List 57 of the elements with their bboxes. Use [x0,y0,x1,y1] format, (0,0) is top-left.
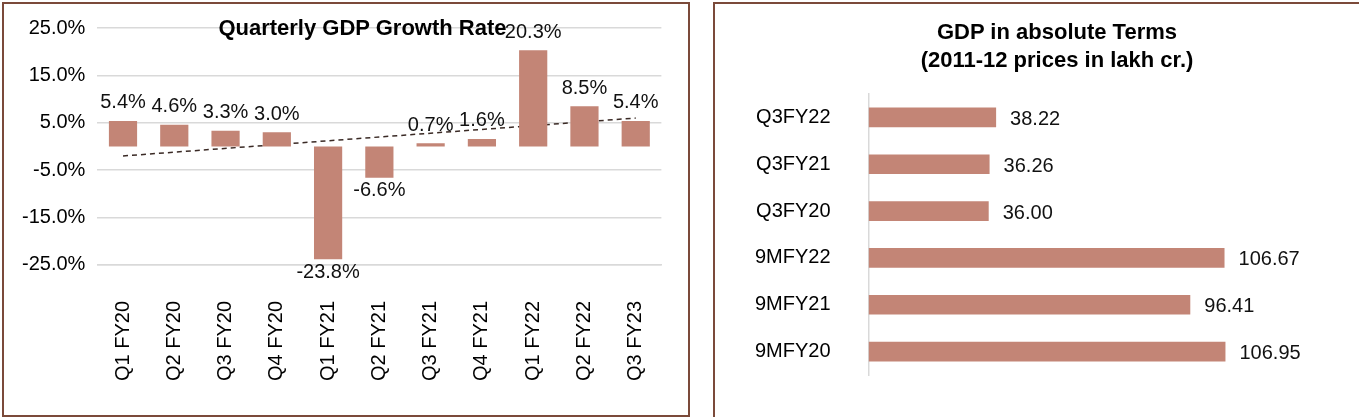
data-label: 36.00 [1002,200,1053,223]
x-tick-label: Q2 FY20 [161,300,184,382]
bar [868,201,989,221]
y-tick-label: 9MFY21 [754,292,831,315]
y-tick-label: 9MFY22 [754,245,831,268]
bar [211,130,240,147]
y-tick-label: 5.0% [39,110,86,133]
data-label: 4.6% [151,94,198,117]
data-label: -23.8% [296,259,360,282]
data-label: 3.3% [202,100,249,123]
bar [621,120,650,147]
chart-title: GDP in absolute Terms (2011-12 prices in lakh cr.) [920,19,1194,73]
y-tick-label: -25.0% [21,252,86,275]
x-tick-label: Q1 FY22 [520,300,543,382]
bar [467,138,497,147]
y-tick-label: 9MFY20 [754,339,831,362]
y-tick-label: -5.0% [33,157,86,180]
bar [868,294,1191,315]
bar [519,50,548,147]
data-label: 8.5% [561,75,608,98]
x-tick-label: Q1 FY20 [110,300,133,382]
bar [108,120,138,147]
data-label: 0.7% [407,112,454,135]
data-label: 106.95 [1239,341,1301,364]
bar [262,132,291,147]
y-tick-label: -15.0% [21,205,86,228]
data-label: 106.67 [1238,247,1300,270]
y-tick-label: 15.0% [28,62,86,85]
data-label: 96.41 [1204,294,1255,317]
bar [313,146,343,260]
x-tick-label: Q4 FY20 [264,300,287,382]
data-label: -6.6% [353,178,406,201]
x-tick-label: Q1 FY21 [315,300,338,382]
data-label: 1.6% [459,108,505,131]
y-tick-label: Q3FY22 [756,104,831,127]
x-tick-label: Q2 FY21 [366,300,389,382]
x-tick-label: Q3 FY20 [213,300,236,382]
data-label: 3.0% [254,101,300,124]
data-label: 5.4% [100,90,147,113]
bar [868,107,997,128]
y-tick-label: Q3FY21 [756,151,831,174]
y-tick-label: Q3FY20 [756,198,831,221]
bar [365,146,394,178]
y-tick-label: 25.0% [28,15,86,38]
data-label: 36.26 [1003,153,1054,176]
data-label: 38.22 [1010,106,1061,129]
bar [160,124,189,147]
bar [868,248,1225,268]
data-label: 5.4% [612,90,659,113]
x-tick-label: Q3 FY21 [418,300,441,382]
bar [868,154,990,175]
x-tick-label: Q3 FY23 [623,300,646,382]
x-tick-label: Q2 FY22 [571,300,594,382]
x-tick-label: Q4 FY21 [469,300,492,382]
data-label: 20.3% [504,19,562,42]
bar [570,106,599,147]
bar [868,341,1226,362]
